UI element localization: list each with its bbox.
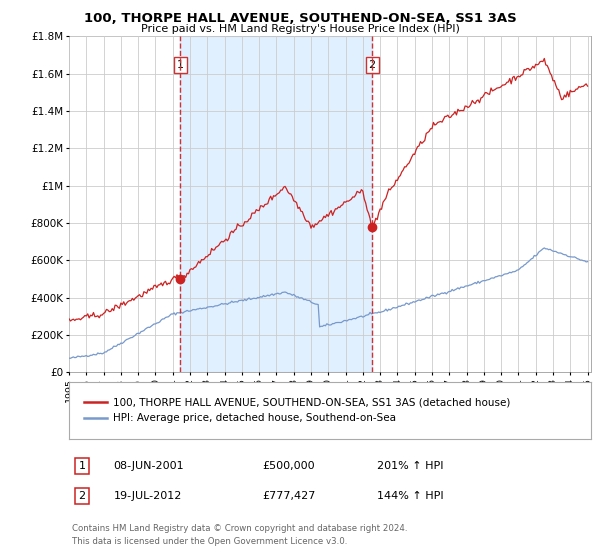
Text: 1: 1 — [177, 60, 184, 70]
Text: Contains HM Land Registry data © Crown copyright and database right 2024.
This d: Contains HM Land Registry data © Crown c… — [71, 524, 407, 546]
Text: 201% ↑ HPI: 201% ↑ HPI — [377, 461, 443, 471]
Text: 1: 1 — [79, 461, 86, 471]
Bar — [181, 36, 372, 372]
Text: £777,427: £777,427 — [262, 491, 316, 501]
Text: 08-JUN-2001: 08-JUN-2001 — [113, 461, 184, 471]
Text: 2: 2 — [368, 60, 376, 70]
Text: 19-JUL-2012: 19-JUL-2012 — [113, 491, 182, 501]
Text: £500,000: £500,000 — [262, 461, 315, 471]
Text: 144% ↑ HPI: 144% ↑ HPI — [377, 491, 443, 501]
Text: 2: 2 — [79, 491, 86, 501]
Bar — [181, 36, 372, 372]
Text: 100, THORPE HALL AVENUE, SOUTHEND-ON-SEA, SS1 3AS: 100, THORPE HALL AVENUE, SOUTHEND-ON-SEA… — [83, 12, 517, 25]
Legend: 100, THORPE HALL AVENUE, SOUTHEND-ON-SEA, SS1 3AS (detached house), HPI: Average: 100, THORPE HALL AVENUE, SOUTHEND-ON-SEA… — [79, 394, 514, 428]
Text: Price paid vs. HM Land Registry's House Price Index (HPI): Price paid vs. HM Land Registry's House … — [140, 24, 460, 34]
